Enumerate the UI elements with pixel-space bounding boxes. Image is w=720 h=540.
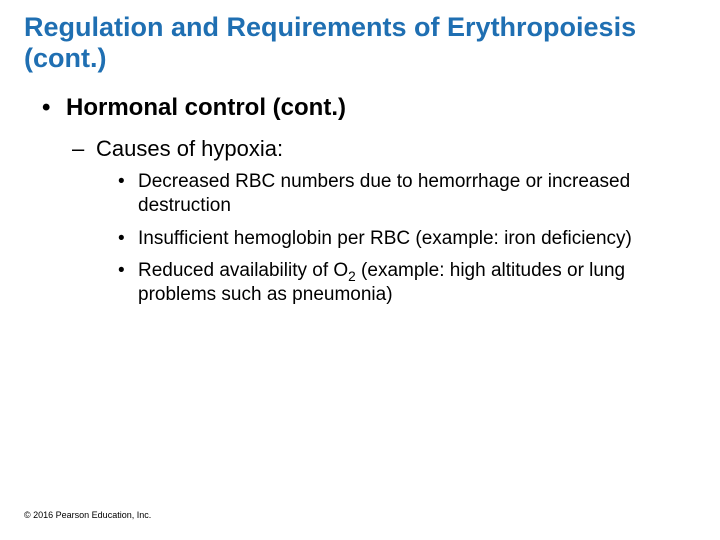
bullet-l3-list: •Decreased RBC numbers due to hemorrhage… [24, 170, 696, 308]
bullet-level-1: • Hormonal control (cont.) [42, 94, 696, 122]
subscript: 2 [348, 269, 356, 284]
bullet-l2-text: Causes of hypoxia: [72, 136, 283, 162]
bullet-level-3: •Decreased RBC numbers due to hemorrhage… [118, 170, 676, 219]
bullet-l3-text: Reduced availability of O2 (example: hig… [118, 259, 676, 308]
bullet-l1-marker: • [42, 94, 50, 122]
bullet-level-2: – Causes of hypoxia: [72, 136, 696, 162]
bullet-l3-marker: • [118, 259, 125, 283]
bullet-level-3: •Reduced availability of O2 (example: hi… [118, 259, 676, 308]
bullet-l2-marker: – [72, 136, 84, 162]
bullet-l3-marker: • [118, 170, 125, 194]
bullet-l1-text: Hormonal control (cont.) [42, 94, 346, 122]
copyright-text: © 2016 Pearson Education, Inc. [24, 510, 151, 520]
bullet-level-3: •Insufficient hemoglobin per RBC (exampl… [118, 227, 676, 251]
bullet-l3-marker: • [118, 227, 125, 251]
bullet-l3-text: Decreased RBC numbers due to hemorrhage … [118, 170, 676, 219]
slide-title: Regulation and Requirements of Erythropo… [24, 12, 696, 74]
bullet-l3-text: Insufficient hemoglobin per RBC (example… [118, 227, 676, 251]
